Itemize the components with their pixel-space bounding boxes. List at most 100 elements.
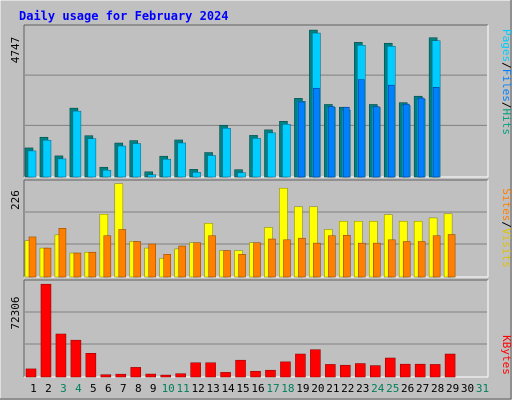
sites-bar [88,251,97,278]
sites-bar [253,242,261,278]
sites-bar [193,242,201,278]
hits-bar [162,158,171,178]
x-axis-labels: 1 2 3 4 5 6 7 8 9 10 11 12 13 14 15 16 17 18 19 20 21 22 23 24 2… [30,382,489,395]
pages-bar [343,106,350,178]
x-day-label: 4 [75,382,82,395]
sites-bar [328,235,336,278]
x-day-label: 13 [206,382,219,395]
hits-bar [132,143,142,178]
pages-bar [432,87,440,178]
x-day-label: 29 [446,382,459,395]
kbytes-bar [175,373,186,378]
x-day-label: 27 [416,382,429,395]
x-day-label: 26 [401,382,414,395]
hits-bar [237,172,246,178]
sites-bar [387,239,396,278]
sites-bar [298,237,306,278]
sites-bar [28,236,37,278]
right-series-label: Sites/Visits [500,188,512,268]
kbytes-bar [40,283,52,378]
hits-bar [72,110,82,178]
sites-bar [417,241,426,278]
sites-bar [208,235,216,278]
kbytes-bar [384,357,396,378]
pages-bar [402,103,410,178]
kbytes-bar [25,368,37,378]
series-name-label: KBytes [500,335,512,375]
right-series-label: KBytes [500,335,512,375]
x-day-label: 9 [150,382,157,395]
kbytes-bar [220,372,231,378]
hits-bar [207,155,216,178]
kbytes-bar [205,362,216,378]
hits-bar [177,142,186,178]
kbytes-bar [310,349,321,378]
kbytes-bar [370,365,381,378]
chart-panels [23,24,489,378]
sites-bar [343,235,351,278]
kbytes-bar [115,373,127,378]
series-name-label: Sites [500,188,512,221]
x-day-label: 23 [356,382,369,395]
x-day-label: 28 [431,382,444,395]
pages-bar [298,101,305,178]
x-day-label: 7 [120,382,127,395]
x-day-label: 10 [162,382,175,395]
x-day-label: 14 [221,382,235,395]
sites-bar [223,250,231,278]
kbytes-bar [190,362,201,378]
x-day-label: 20 [311,382,324,395]
x-day-label: 12 [192,382,205,395]
kbytes-bar [295,353,306,378]
sites-bar [313,242,321,278]
kbytes-bar [414,363,426,378]
x-day-label: 18 [281,382,294,395]
kbytes-bar [399,363,411,378]
pages-bar [328,106,335,178]
sites-bar [178,245,186,278]
sites-bar [402,241,411,278]
kbytes-bar [355,363,366,378]
x-day-label: 22 [341,382,354,395]
kbytes-bar [340,364,351,378]
right-series-label: Pages/Files/Hits [500,29,512,135]
hits-bar [102,169,112,178]
sites-bar [118,229,127,278]
x-day-label: 31 [476,382,489,395]
sites-bar [283,239,291,278]
y-max-label: 72306 [9,296,22,329]
x-day-label: 5 [90,382,97,395]
x-day-label: 30 [461,382,474,395]
sites-bar [238,254,246,278]
sites-bar [103,235,112,278]
kbytes-bar [145,373,156,378]
hits-bar [282,124,291,178]
x-day-label: 8 [135,382,142,395]
pages-bar [358,79,365,178]
x-day-label: 21 [326,382,339,395]
series-name-label: Hits [500,109,512,136]
series-name-label: / [500,102,512,109]
kbytes-bar [429,364,441,378]
series-name-label: / [500,62,512,69]
y-max-label: 226 [9,190,22,210]
x-day-label: 15 [236,382,249,395]
sites-bar [358,242,366,278]
chart-bars [24,29,456,378]
kbytes-bar [280,361,291,378]
x-day-label: 24 [371,382,385,395]
x-day-label: 1 [30,382,37,395]
kbytes-bar [160,374,171,378]
series-name-label: Pages [500,29,512,62]
hits-bar [267,132,276,178]
hits-bar [192,172,201,178]
x-day-label: 6 [105,382,112,395]
y-max-label: 4747 [9,37,22,64]
kbytes-bar [130,367,142,378]
hits-bar [117,145,127,178]
pages-bar [387,84,395,178]
pages-bar [417,97,425,178]
kbytes-bar [444,353,456,378]
sites-bar [163,254,171,278]
series-name-label: Visits [500,228,512,268]
